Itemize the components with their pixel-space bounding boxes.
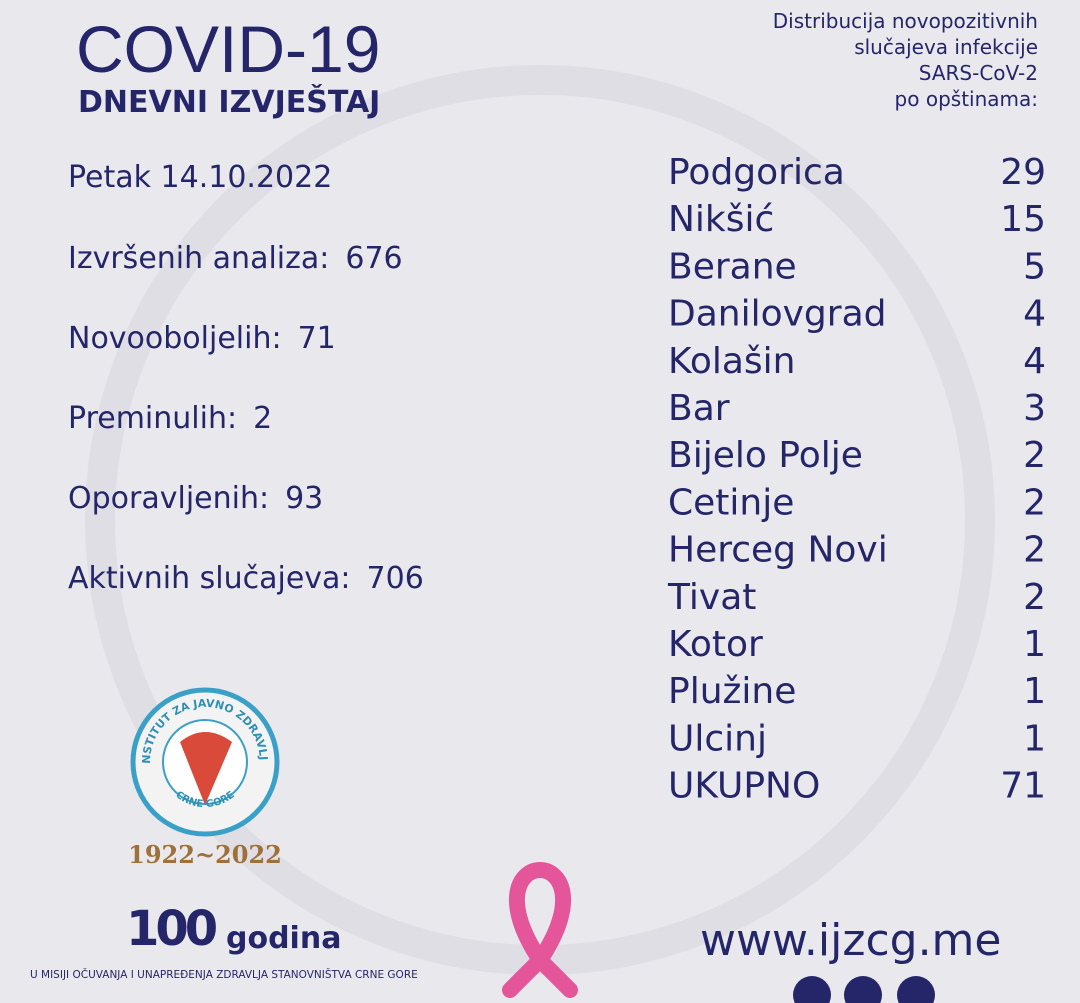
municipality: Kolašin — [668, 341, 795, 382]
case-count: 4 — [1023, 294, 1046, 335]
subtitle: DNEVNI IZVJEŠTAJ — [78, 83, 380, 120]
case-count: 1 — [1023, 624, 1046, 665]
case-count: 29 — [1000, 152, 1046, 193]
caption-line: SARS-CoV-2 — [919, 61, 1038, 85]
caption-line: slučajeva infekcije — [854, 35, 1038, 59]
instagram-icon[interactable] — [844, 976, 882, 1003]
twitter-icon[interactable] — [897, 976, 935, 1003]
title: COVID-19 — [76, 12, 380, 86]
municipality: Cetinje — [668, 482, 794, 523]
municipality: Tivat — [667, 577, 756, 618]
facebook-icon[interactable] — [793, 976, 831, 1003]
case-count: 1 — [1023, 671, 1046, 712]
anniversary-number: 100 — [126, 901, 217, 957]
stat-label: Aktivnih slučajeva: — [68, 561, 351, 596]
stat-label: Preminulih: — [68, 401, 237, 436]
date: Petak 14.10.2022 — [68, 160, 332, 195]
caption-line: Distribucija novopozitivnih — [773, 9, 1038, 33]
municipality: Kotor — [668, 624, 763, 665]
anniversary-word: godina — [226, 921, 341, 956]
stat-value: 676 — [345, 241, 402, 276]
municipality: Danilovgrad — [668, 294, 887, 335]
municipality: Bar — [668, 388, 730, 429]
municipality: Berane — [668, 246, 797, 287]
municipality: Ulcinj — [668, 718, 767, 759]
website: www.ijzcg.me — [700, 915, 1002, 966]
municipality: Plužine — [668, 671, 796, 712]
case-count: 2 — [1023, 435, 1046, 476]
municipality: Herceg Novi — [668, 530, 888, 571]
stat-value: 2 — [253, 401, 272, 436]
case-count: 71 — [1000, 766, 1046, 807]
municipality: Nikšić — [668, 199, 774, 240]
case-count: 1 — [1023, 718, 1046, 759]
stat-value: 93 — [285, 481, 323, 516]
municipality: UKUPNO — [668, 766, 820, 807]
stat-value: 706 — [367, 561, 424, 596]
case-count: 2 — [1023, 577, 1046, 618]
stat-label: Oporavljenih: — [68, 481, 269, 516]
caption-line: po opštinama: — [895, 87, 1038, 111]
case-count: 5 — [1023, 246, 1046, 287]
stat-label: Izvršenih analiza: — [68, 241, 329, 276]
case-count: 15 — [1000, 199, 1046, 240]
stat-label: Novooboljelih: — [68, 321, 282, 356]
municipality: Podgorica — [668, 152, 845, 193]
logo-flame — [180, 732, 232, 805]
case-count: 2 — [1023, 530, 1046, 571]
stat-value: 71 — [298, 321, 336, 356]
case-count: 2 — [1023, 482, 1046, 523]
tagline: U MISIJI OČUVANJA I UNAPREĐENJA ZDRAVLJA… — [30, 968, 418, 981]
ribbon — [502, 861, 578, 998]
municipality: Bijelo Polje — [668, 435, 863, 476]
case-count: 4 — [1023, 341, 1046, 382]
logo-years: 1922~2022 — [128, 840, 282, 869]
case-count: 3 — [1023, 388, 1046, 429]
